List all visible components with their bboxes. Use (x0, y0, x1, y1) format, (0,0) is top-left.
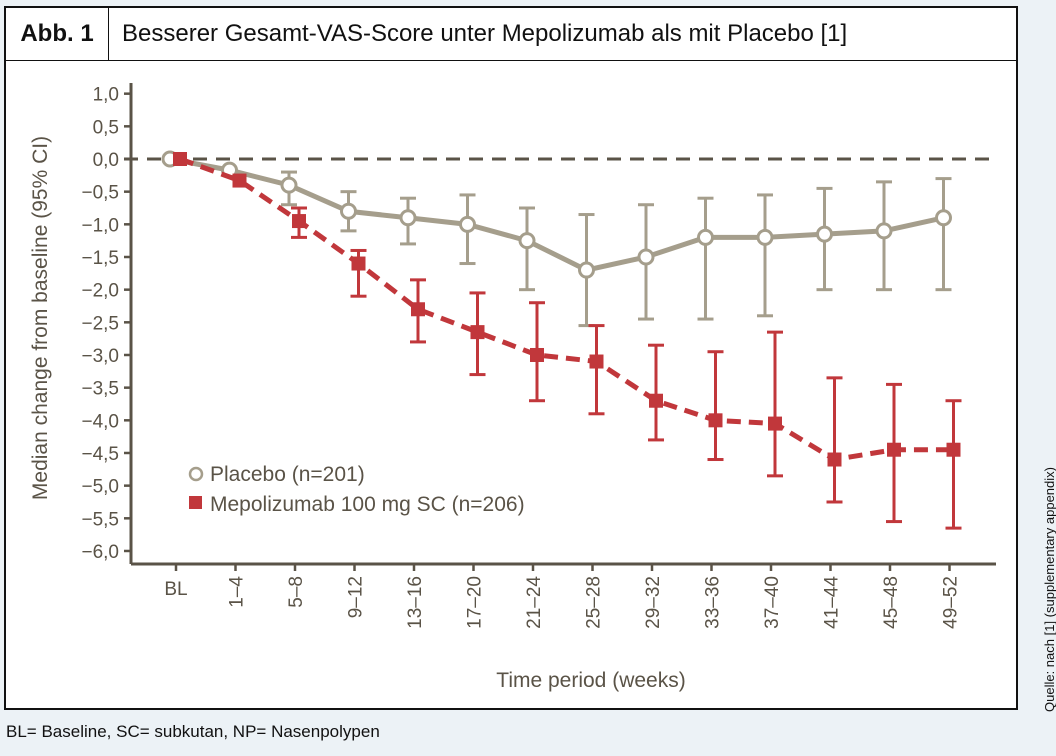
data-point-placebo (697, 228, 714, 246)
x-tick-label: 17–20 (465, 576, 486, 629)
x-tick-label: 37–40 (762, 576, 783, 629)
y-tick-label: −2,5 (81, 313, 119, 334)
y-tick-label: −1,5 (81, 248, 119, 269)
x-tick-label: 33–36 (703, 576, 724, 629)
data-point-placebo (816, 225, 833, 243)
data-point-mepolizumab (946, 442, 961, 457)
x-tick-label: 9–12 (346, 576, 367, 618)
data-point-placebo (637, 248, 655, 266)
y-tick-label: 1,0 (93, 85, 119, 106)
figure-frame: Abb. 1 Besserer Gesamt-VAS-Score unter M… (4, 6, 1018, 710)
legend-label-placebo: Placebo (n=201) (210, 463, 365, 486)
footnote: BL= Baseline, SC= subkutan, NP= Nasenpol… (6, 722, 380, 741)
x-tick-label: 1–4 (227, 576, 248, 608)
legend-marker-placebo (188, 466, 204, 482)
y-tick-label: −6,0 (81, 542, 119, 563)
data-point-mepolizumab (589, 354, 604, 369)
x-tick-label: 41–44 (822, 576, 843, 629)
legend-label-mepolizumab: Mepolizumab 100 mg SC (n=206) (210, 493, 525, 516)
x-tick-label: 49–52 (941, 576, 962, 629)
y-axis-label: Median change from baseline (95% CI) (29, 136, 52, 500)
y-tick-label: −0,5 (81, 183, 119, 204)
y-tick-label: −3,0 (81, 346, 119, 367)
x-tick-label: 29–32 (643, 576, 664, 629)
legend-marker-mepolizumab (189, 496, 202, 509)
y-tick-label: −2,0 (81, 281, 119, 302)
data-point-mepolizumab (411, 302, 425, 317)
data-point-mepolizumab (470, 325, 485, 340)
data-point-mepolizumab (351, 256, 366, 271)
data-point-mepolizumab (768, 416, 782, 431)
x-tick-label: 13–16 (405, 576, 426, 629)
series-mepolizumab (173, 152, 962, 530)
data-point-placebo (578, 261, 595, 279)
data-point-placebo (935, 209, 952, 227)
figure-title: Besserer Gesamt-VAS-Score unter Mepolizu… (122, 20, 848, 47)
data-point-placebo (459, 215, 476, 233)
legend: Placebo (n=201) Mepolizumab 100 mg SC (n=… (188, 463, 525, 516)
figure-number: Abb. 1 (6, 8, 109, 60)
data-point-placebo (875, 222, 893, 240)
figure-header: Abb. 1 Besserer Gesamt-VAS-Score unter M… (6, 8, 1016, 61)
y-tick-label: −3,5 (81, 379, 119, 400)
x-tick-label: 21–24 (524, 576, 545, 629)
data-point-mepolizumab (887, 442, 901, 457)
data-point-mepolizumab (232, 173, 247, 188)
data-point-placebo (756, 228, 774, 246)
y-tick-label: −5,5 (81, 509, 119, 530)
axes: 1,0 0,5 0,0 −0,5 −1,0 −1,5 −2,0 −2,5 −3,0 −3,5 −4,… (81, 83, 996, 629)
data-point-mepolizumab (708, 413, 723, 428)
data-point-placebo (280, 176, 298, 194)
y-tick-label: 0,5 (93, 117, 119, 138)
data-point-mepolizumab (292, 214, 306, 229)
data-point-placebo (399, 209, 417, 227)
data-point-mepolizumab (649, 393, 663, 408)
y-tick-label: 0,0 (93, 150, 119, 171)
y-tick-label: −4,5 (81, 444, 119, 465)
y-tick-label: −1,0 (81, 215, 119, 236)
data-point-mepolizumab (173, 152, 187, 166)
data-point-mepolizumab (530, 347, 544, 362)
x-tick-label: 5–8 (286, 576, 307, 608)
x-axis-label: Time period (weeks) (496, 669, 685, 692)
x-tick-label: 45–48 (881, 576, 902, 629)
y-tick-label: −4,0 (81, 411, 119, 432)
y-tick-label: −5,0 (81, 477, 119, 498)
data-point-placebo (518, 232, 536, 250)
x-tick-label: 25–28 (584, 576, 605, 629)
placebo-line (169, 156, 945, 273)
data-point-mepolizumab (827, 452, 842, 467)
x-tick-label: BL (164, 579, 187, 600)
mepolizumab-line (179, 156, 954, 463)
data-point-placebo (340, 202, 357, 220)
source-note: Quelle: nach [1] (supplementary appendix… (1042, 467, 1056, 712)
series-placebo (161, 150, 952, 328)
